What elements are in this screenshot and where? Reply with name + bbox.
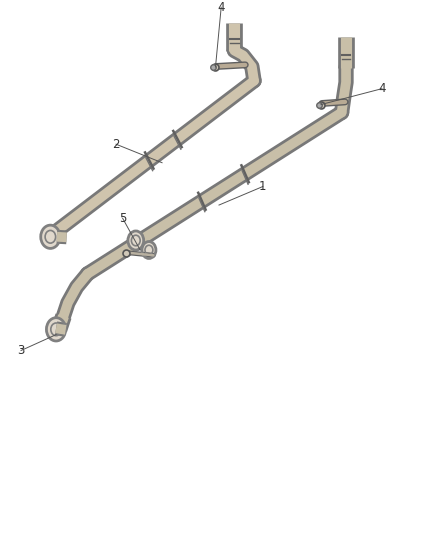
Text: 4: 4: [217, 1, 225, 14]
Text: 2: 2: [112, 138, 120, 151]
Circle shape: [142, 241, 156, 259]
Circle shape: [46, 318, 66, 341]
Text: 4: 4: [378, 82, 386, 95]
Circle shape: [41, 225, 60, 248]
Text: 5: 5: [119, 212, 126, 225]
Circle shape: [128, 231, 144, 250]
Text: 3: 3: [18, 344, 25, 357]
Text: 1: 1: [259, 180, 267, 193]
